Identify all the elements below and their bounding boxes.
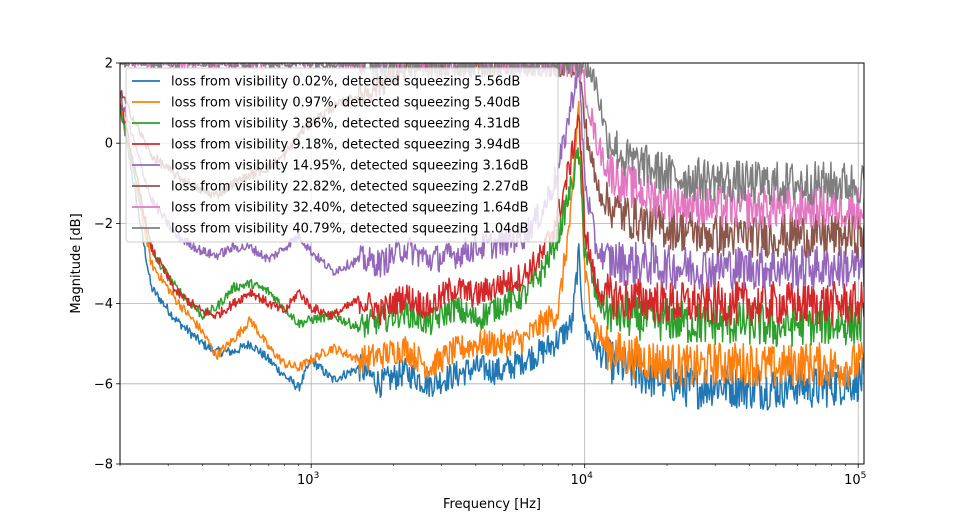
x-tick-label: 105 xyxy=(844,471,866,488)
y-axis-label: Magnitude [dB] xyxy=(69,213,84,313)
legend-label: loss from visibility 9.18%, detected squ… xyxy=(171,138,520,153)
series-line xyxy=(120,98,864,389)
y-tick-label: −6 xyxy=(94,377,113,392)
series-line xyxy=(120,101,864,411)
legend-label: loss from visibility 14.95%, detected sq… xyxy=(171,159,529,174)
y-tick-label: −8 xyxy=(94,458,113,473)
legend-label: loss from visibility 32.40%, detected sq… xyxy=(171,201,529,216)
legend-label: loss from visibility 0.02%, detected squ… xyxy=(171,75,520,90)
y-tick-label: 0 xyxy=(105,137,113,152)
legend-label: loss from visibility 3.86%, detected squ… xyxy=(171,117,520,132)
legend-label: loss from visibility 0.97%, detected squ… xyxy=(171,96,520,111)
series-lines xyxy=(120,63,864,411)
series-line xyxy=(120,63,864,206)
legend-label: loss from visibility 22.82%, detected sq… xyxy=(171,180,529,195)
legend-box xyxy=(125,67,559,243)
legend: loss from visibility 0.02%, detected squ… xyxy=(125,67,559,243)
y-tick-label: 2 xyxy=(105,57,113,72)
series-line xyxy=(120,103,864,327)
plot-frame xyxy=(119,62,865,465)
series-line xyxy=(120,102,864,348)
legend-label: loss from visibility 40.79%, detected sq… xyxy=(171,222,529,237)
x-tick-label: 103 xyxy=(297,471,319,488)
axis-ticks: 103 104 105 2 0 −2 −4 −6 −8 xyxy=(94,57,867,489)
y-tick-label: −2 xyxy=(94,217,113,232)
x-tick-label: 104 xyxy=(571,471,594,488)
y-tick-label: −4 xyxy=(94,297,113,312)
x-axis-label: Frequency [Hz] xyxy=(443,497,541,512)
series-line xyxy=(120,63,864,291)
